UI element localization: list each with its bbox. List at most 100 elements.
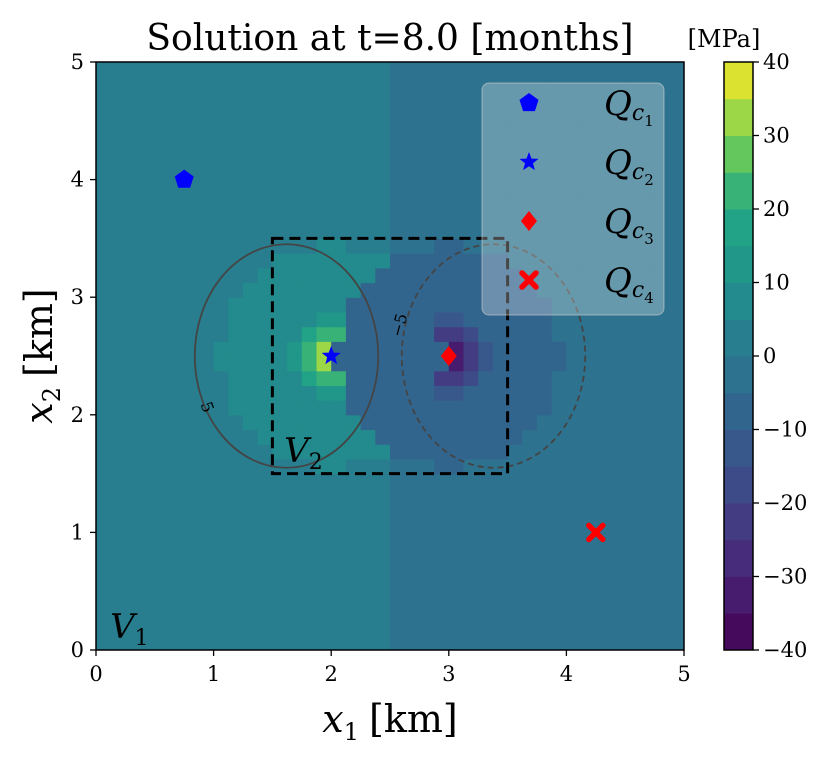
field-cell	[213, 620, 229, 636]
field-cell	[125, 135, 141, 151]
field-cell	[184, 282, 200, 298]
field-cell	[625, 297, 641, 313]
field-cell	[140, 341, 156, 357]
field-cell	[390, 135, 406, 151]
field-cell	[463, 561, 479, 578]
field-cell	[287, 605, 303, 622]
field-cell	[243, 326, 259, 342]
field-cell	[478, 605, 494, 622]
field-cell	[669, 591, 684, 607]
field-cell	[96, 576, 112, 592]
field-cell	[522, 473, 538, 489]
field-cell	[213, 503, 229, 519]
field-cell	[595, 194, 612, 210]
field-cell	[257, 267, 273, 284]
field-cell	[551, 326, 567, 342]
field-cell	[537, 326, 553, 342]
field-cell	[566, 341, 582, 357]
field-cell	[375, 503, 391, 519]
field-cell	[360, 605, 376, 622]
field-cell	[404, 62, 420, 78]
field-cell	[243, 503, 259, 519]
colorbar-band	[724, 429, 753, 467]
field-cell	[669, 91, 684, 107]
field-cell	[125, 209, 141, 225]
field-cell	[154, 179, 171, 195]
field-cell	[507, 62, 523, 78]
field-cell	[257, 106, 273, 122]
field-cell	[125, 297, 141, 313]
field-cell	[301, 620, 318, 636]
field-cell	[287, 179, 303, 195]
field-cell	[434, 400, 450, 416]
field-cell	[331, 488, 347, 504]
field-cell	[610, 106, 626, 122]
field-cell	[154, 238, 171, 254]
field-cell	[140, 503, 156, 519]
field-cell	[669, 164, 684, 181]
field-cell	[595, 135, 612, 151]
field-cell	[169, 120, 185, 137]
field-cell	[316, 326, 332, 342]
field-cell	[228, 209, 244, 225]
field-cell	[639, 297, 656, 313]
field-cell	[581, 62, 597, 78]
field-cell	[257, 194, 273, 210]
field-cell	[639, 62, 656, 78]
field-cell	[154, 297, 171, 313]
field-cell	[390, 253, 406, 269]
field-cell	[537, 488, 553, 504]
field-cell	[537, 164, 553, 181]
field-cell	[522, 576, 538, 592]
field-cell	[213, 282, 229, 298]
field-cell	[184, 561, 200, 578]
field-cell	[639, 605, 656, 622]
field-cell	[272, 238, 288, 254]
field-cell	[434, 164, 450, 181]
field-cell	[228, 164, 244, 181]
field-cell	[419, 400, 435, 416]
field-cell	[654, 282, 670, 298]
field-cell	[375, 297, 391, 313]
field-cell	[140, 91, 156, 107]
field-cell	[654, 311, 670, 328]
field-cell	[345, 429, 362, 445]
field-cell	[345, 267, 362, 284]
field-cell	[228, 429, 244, 445]
field-cell	[478, 635, 494, 650]
field-cell	[522, 591, 538, 607]
field-cell	[213, 209, 229, 225]
field-cell	[492, 605, 509, 622]
field-cell	[198, 164, 215, 181]
field-cell	[669, 517, 684, 533]
field-cell	[492, 429, 509, 445]
field-cell	[184, 311, 200, 328]
field-cell	[125, 605, 141, 622]
field-cell	[522, 532, 538, 548]
field-cell	[625, 223, 641, 239]
field-cell	[360, 326, 376, 342]
field-cell	[272, 76, 288, 92]
field-cell	[625, 253, 641, 269]
field-cell	[272, 605, 288, 622]
field-cell	[669, 547, 684, 563]
field-cell	[390, 150, 406, 166]
field-cell	[522, 62, 538, 78]
field-cell	[331, 635, 347, 650]
field-cell	[96, 209, 112, 225]
field-cell	[654, 473, 670, 489]
field-cell	[639, 223, 656, 239]
field-cell	[448, 223, 465, 239]
field-cell	[257, 620, 273, 636]
field-cell	[537, 605, 553, 622]
field-cell	[639, 253, 656, 269]
field-cell	[331, 517, 347, 533]
field-cell	[154, 209, 171, 225]
field-cell	[390, 62, 406, 78]
field-cell	[434, 297, 450, 313]
field-cell	[625, 400, 641, 416]
field-cell	[96, 458, 112, 475]
field-cell	[243, 341, 259, 357]
field-cell	[243, 179, 259, 195]
field-cell	[522, 297, 538, 313]
